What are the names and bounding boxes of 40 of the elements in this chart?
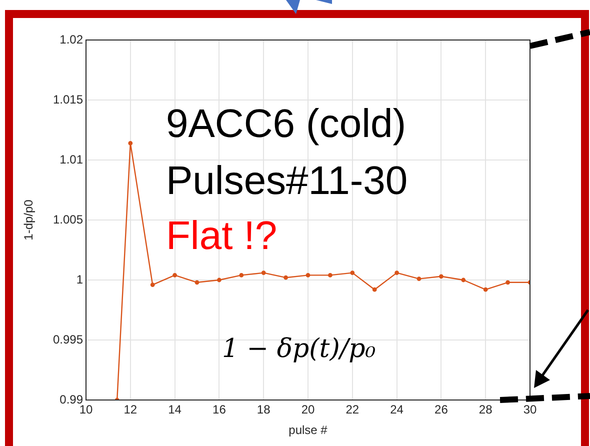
point: [506, 280, 510, 285]
x-tick-label: 18: [256, 402, 271, 417]
y-tick-label: 1.02: [60, 32, 84, 46]
point: [416, 276, 422, 281]
point: [150, 282, 155, 287]
x-tick-label: 12: [124, 402, 138, 417]
annotation: 1 − δp(t)/p₀: [222, 334, 376, 364]
x-tick-label: 26: [434, 402, 448, 417]
x-tick-label: 20: [301, 402, 315, 417]
annotation: 9ACC6 (cold): [166, 101, 406, 148]
point: [350, 270, 355, 275]
x-tick-label: 24: [390, 402, 404, 417]
annotation: Pulses#11-30: [166, 158, 408, 205]
point: [261, 270, 266, 275]
x-tick-label: 28: [478, 402, 493, 417]
point: [394, 270, 399, 275]
point: [439, 274, 444, 279]
x-tick-label: 22: [346, 402, 360, 417]
point: [128, 141, 133, 146]
point: [172, 273, 177, 278]
point: [328, 273, 332, 278]
y-tick-label: 0.995: [52, 332, 84, 346]
y-axis-title: 1-dp/p0: [22, 199, 36, 240]
x-tick-label: 30: [523, 402, 537, 417]
x-tick-label: 16: [212, 402, 226, 417]
annotation: Flat !?: [166, 213, 278, 260]
point: [284, 275, 288, 280]
point: [461, 278, 466, 282]
y-tick-label: 1.015: [52, 92, 84, 106]
y-tick-label: 1.01: [60, 152, 84, 166]
x-tick-label: 14: [168, 402, 182, 417]
point: [239, 273, 244, 278]
y-tick-label: 1: [76, 272, 84, 286]
point: [372, 287, 377, 292]
y-tick-label: 1.005: [52, 212, 84, 226]
point: [483, 287, 488, 292]
point: [194, 280, 200, 285]
x-axis-title: pulse #: [288, 423, 328, 438]
point: [306, 273, 310, 278]
point: [217, 278, 222, 282]
